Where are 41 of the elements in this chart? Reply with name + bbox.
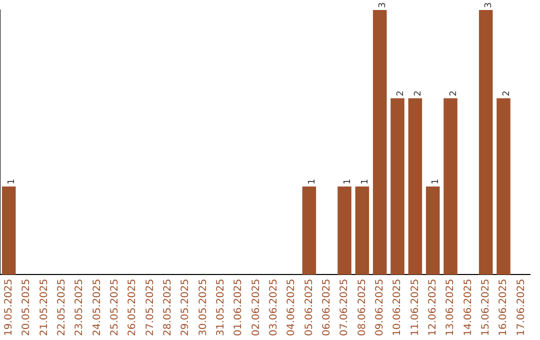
data-label: 1 [360, 178, 371, 184]
data-label: 1 [342, 178, 353, 184]
x-tick-label: 30.05.2025 [198, 278, 209, 336]
data-label: 2 [396, 90, 406, 96]
x-tick-label: 13.06.2025 [445, 278, 456, 336]
x-tick-label: 14.06.2025 [462, 278, 474, 336]
x-tick-label: 21.05.2025 [38, 278, 50, 336]
x-tick-label: 19.05.2025 [3, 278, 14, 336]
data-label: 2 [502, 90, 512, 96]
x-tick-label: 10.06.2025 [392, 278, 404, 336]
x-tick-label: 22.05.2025 [56, 278, 68, 336]
x-tick-label: 29.05.2025 [180, 278, 192, 336]
data-label: 2 [414, 90, 424, 96]
x-tick-label: 28.05.2025 [162, 278, 174, 336]
x-tick-label: 27.05.2025 [144, 278, 156, 336]
x-tick-label: 01.06.2025 [233, 278, 244, 336]
data-label: 1 [7, 178, 18, 184]
data-label: 3 [484, 2, 494, 8]
data-label: 1 [431, 178, 442, 184]
x-tick-label: 17.06.2025 [516, 278, 527, 336]
x-tick-label: 06.06.2025 [321, 278, 332, 336]
data-label: 1 [308, 178, 318, 184]
x-tick-label: 11.06.2025 [410, 278, 421, 336]
x-tick-label: 02.06.2025 [250, 278, 262, 336]
data-label: 2 [448, 90, 459, 96]
x-tick-label: 07.06.2025 [339, 278, 350, 336]
x-tick-label: 25.05.2025 [109, 278, 120, 336]
x-tick-label: 31.05.2025 [215, 278, 226, 336]
data-label: 3 [378, 2, 388, 8]
x-tick-label: 05.06.2025 [304, 278, 315, 336]
x-tick-label: 03.06.2025 [268, 278, 280, 336]
x-tick-label: 08.06.2025 [356, 278, 368, 336]
x-tick-label: 04.06.2025 [286, 278, 298, 336]
x-tick-label: 23.05.2025 [74, 278, 86, 336]
x-tick-label: 15.06.2025 [480, 278, 492, 336]
x-tick-label: 24.05.2025 [92, 278, 103, 336]
x-tick-label: 09.06.2025 [374, 278, 386, 336]
x-tick-label: 20.05.2025 [21, 278, 32, 336]
x-tick-label: 16.06.2025 [498, 278, 510, 336]
x-tick-label: 12.06.2025 [427, 278, 438, 336]
x-tick-label: 26.05.2025 [127, 278, 138, 336]
